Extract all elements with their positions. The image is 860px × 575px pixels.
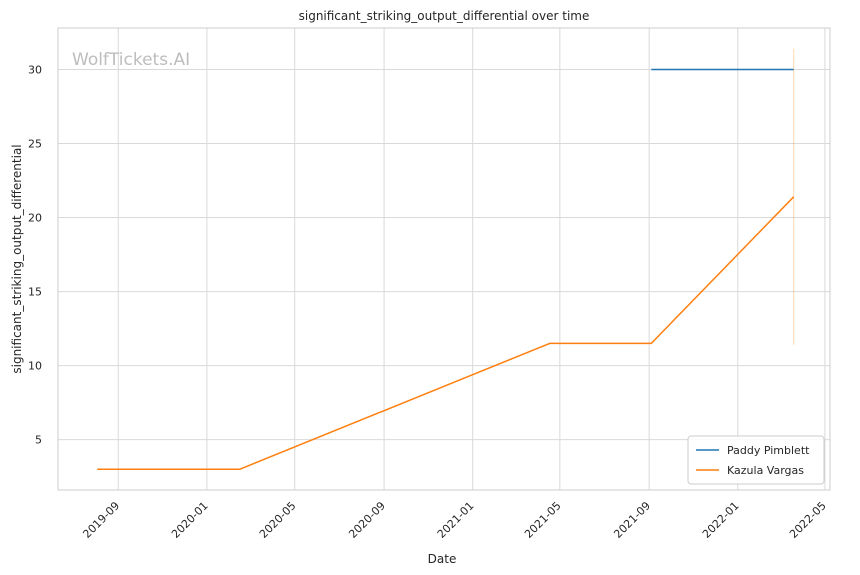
legend-label-paddy-pimblett: Paddy Pimblett — [727, 444, 810, 457]
chart-title: significant_striking_output_differential… — [299, 9, 590, 23]
x-tick-label: 2022-01 — [700, 499, 742, 541]
x-tick-label: 2022-05 — [787, 499, 829, 541]
y-tick-label: 15 — [28, 286, 42, 299]
plot-frame — [57, 27, 831, 491]
legend-label-kazula-vargas: Kazula Vargas — [727, 464, 804, 477]
watermark-text: WolfTickets.AI — [72, 50, 190, 70]
x-tick-label: 2020-01 — [169, 499, 211, 541]
series-layer — [97, 68, 795, 471]
x-tick-label: 2020-09 — [346, 499, 388, 541]
x-tick-label: 2021-05 — [522, 499, 564, 541]
y-tick-label: 30 — [28, 63, 42, 76]
y-axis-label: significant_striking_output_differential — [10, 144, 24, 373]
x-tick-label: 2019-09 — [80, 499, 122, 541]
y-tick-label: 20 — [28, 212, 42, 225]
y-tick-label: 5 — [35, 434, 42, 447]
y-tick-label: 25 — [28, 138, 42, 151]
plot-background — [58, 28, 830, 490]
grid-layer — [58, 28, 830, 490]
x-tick-label: 2020-05 — [257, 499, 299, 541]
x-axis-label: Date — [428, 552, 457, 566]
series-line-kazula-vargas — [97, 196, 795, 471]
legend-box — [687, 435, 825, 485]
legend: Paddy Pimblett Kazula Vargas — [687, 435, 825, 485]
x-tick-label: 2021-01 — [435, 499, 477, 541]
y-tick-label: 10 — [28, 360, 42, 373]
x-tick-label: 2021-09 — [611, 499, 653, 541]
